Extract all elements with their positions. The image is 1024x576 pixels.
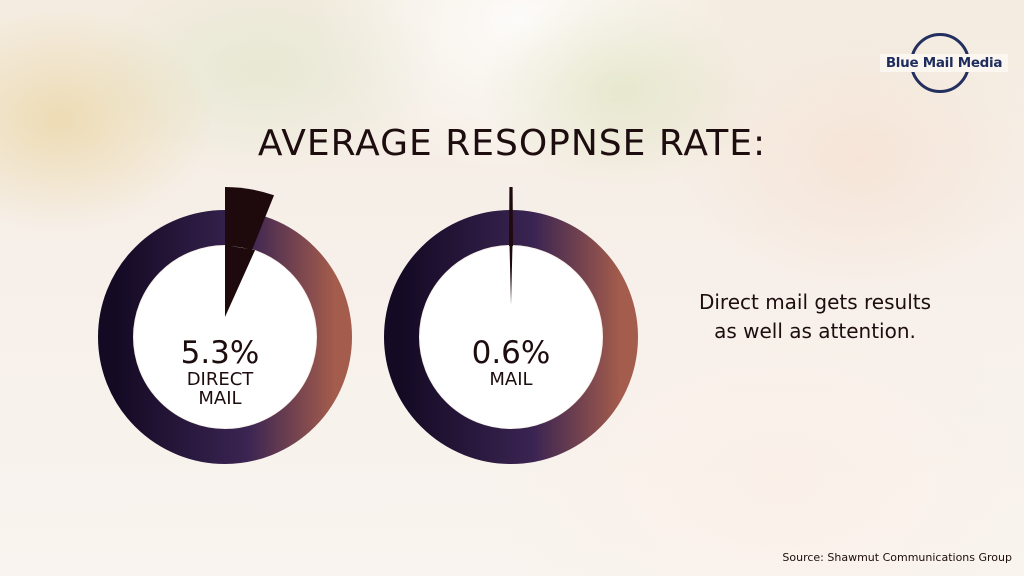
donut-value-direct-mail: 5.3%: [180, 335, 260, 371]
logo-text: Blue Mail Media: [880, 54, 1008, 72]
donut-label-mail: 0.6% MAIL: [436, 336, 586, 389]
page-title: AVERAGE RESOPNSE RATE:: [257, 123, 767, 164]
donut-label-direct-mail: 5.3% DIRECT MAIL: [145, 336, 295, 408]
brand-logo: Blue Mail Media: [880, 33, 1010, 95]
source-note: Source: Shawmut Communications Group: [782, 551, 1012, 564]
donut-slice-mail: [509, 187, 513, 247]
donut-slice-inner-mail: [509, 245, 513, 305]
donut-value-mail: 0.6%: [471, 335, 551, 371]
donut-hole-mail: [420, 246, 602, 428]
donut-category-mail: MAIL: [489, 369, 533, 390]
tagline: Direct mail gets results as well as atte…: [698, 290, 932, 343]
donut-category-direct-mail: DIRECT MAIL: [186, 369, 254, 409]
donut-hole-direct-mail: [134, 246, 316, 428]
donut-slice-inner-direct-mail: [225, 245, 256, 317]
